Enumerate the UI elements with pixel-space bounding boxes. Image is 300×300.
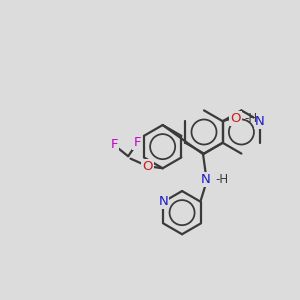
Text: N: N [201,173,211,186]
Text: F: F [111,138,118,151]
Text: F: F [134,136,141,149]
Text: N: N [158,195,168,208]
Text: O: O [142,160,153,173]
Text: -H: -H [215,173,228,186]
Text: -H: -H [244,112,257,125]
Text: N: N [255,115,265,128]
Text: O: O [230,112,241,125]
